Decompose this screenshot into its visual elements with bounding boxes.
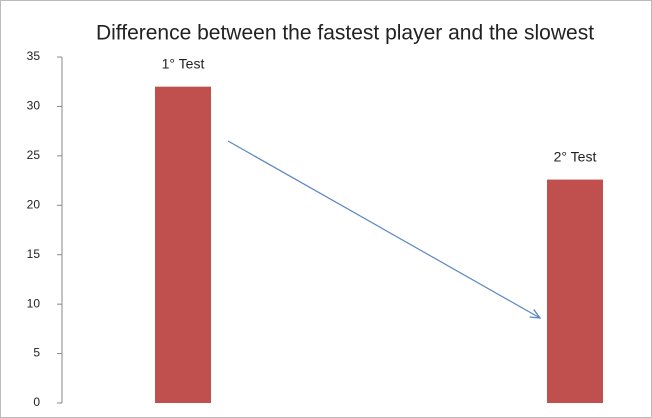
chart-title: Difference between the fastest player an… [96,22,594,45]
y-tick-label: 0 [33,395,40,409]
y-tick-label: 5 [33,346,40,360]
bar [547,179,603,403]
bar [155,86,211,404]
y-tick-label: 25 [27,148,41,162]
arrow [227,140,540,318]
category-label: 1° Test [162,55,205,71]
y-tick-label: 20 [27,197,41,211]
y-tick-label: 30 [27,99,41,113]
y-tick-label: 35 [27,49,41,63]
y-tick-label: 15 [27,247,41,261]
category-label: 2° Test [554,148,597,164]
y-tick-label: 10 [27,296,41,310]
